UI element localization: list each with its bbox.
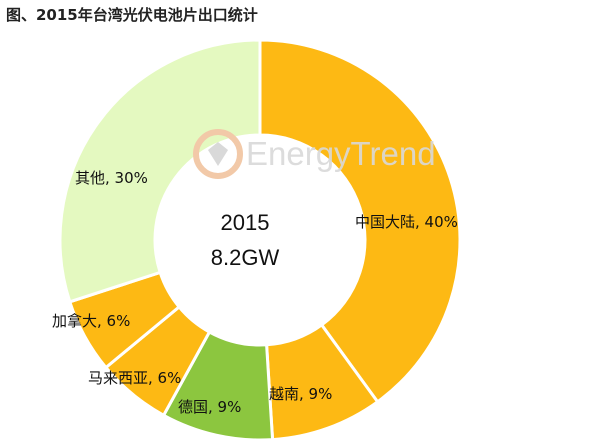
center-capacity: 8.2GW	[211, 245, 280, 270]
slice-6	[58, 38, 262, 304]
chart-title: 图、2015年台湾光伏电池片出口统计	[6, 6, 258, 24]
slice-label-3: 德国, 9%	[178, 398, 241, 416]
slice-1	[258, 38, 462, 404]
donut-slices	[58, 38, 462, 442]
center-year: 2015	[221, 210, 270, 235]
slice-label-2: 越南, 9%	[269, 385, 332, 403]
slice-label-4: 马来西亚, 6%	[88, 369, 181, 387]
slice-label-6: 其他, 30%	[75, 169, 148, 187]
slice-label-1: 中国大陆, 40%	[355, 213, 458, 231]
watermark-text: EnergyTrend	[246, 135, 436, 172]
slice-label-5: 加拿大, 6%	[52, 312, 130, 330]
watermark-icon	[193, 129, 243, 179]
watermark-logo: EnergyTrend	[193, 129, 436, 179]
slice-labels: 中国大陆, 40% 越南, 9% 德国, 9% 马来西亚, 6% 加拿大, 6% 其他, …	[52, 169, 458, 416]
